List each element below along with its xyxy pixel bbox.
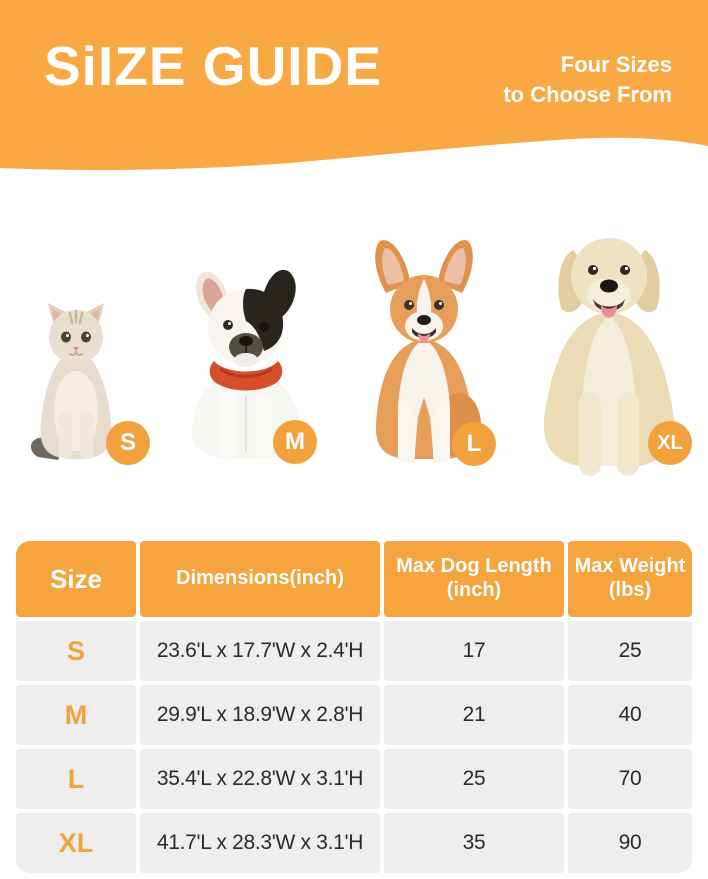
tagline-line-2: to Choose From (503, 82, 672, 108)
french-bulldog-illustration (192, 269, 300, 459)
size-table: Size Dimensions(inch) Max Dog Length (in… (16, 541, 692, 873)
row-l-max-weight: 70 (568, 749, 692, 809)
row-s-size: S (16, 621, 136, 681)
corgi-photo (356, 235, 492, 467)
header-cell-size: Size (16, 541, 136, 617)
row-l-max-dog-length: 25 (384, 749, 564, 809)
size-badge-m: M (273, 420, 317, 464)
header-cell-dimensions: Dimensions(inch) (140, 541, 380, 617)
row-s-max-weight: 25 (568, 621, 692, 681)
row-xl-max-weight: 90 (568, 813, 692, 873)
size-badge-l: L (452, 422, 496, 466)
row-l-dimensions: 35.4'L x 22.8'W x 3.1'H (140, 749, 380, 809)
french-bulldog-photo (176, 265, 316, 465)
banner-tagline: Four Sizes to Choose From (503, 50, 672, 111)
header-max-weight-line2: (lbs) (608, 579, 652, 601)
row-m-max-weight: 40 (568, 685, 692, 745)
row-xl-size: XL (16, 813, 136, 873)
header-cell-max-weight: Max Weight (lbs) (568, 541, 692, 617)
row-m-max-dog-length: 21 (384, 685, 564, 745)
row-xl-dimensions: 41.7'L x 28.3'W x 3.1'H (140, 813, 380, 873)
row-m-dimensions: 29.9'L x 18.9'W x 2.8'H (140, 685, 380, 745)
header-dimensions-label: Dimensions(inch) (176, 567, 344, 590)
corgi-illustration (375, 240, 481, 463)
row-s-dimensions: 23.6'L x 17.7'W x 2.4'H (140, 621, 380, 681)
row-xl-max-dog-length: 35 (384, 813, 564, 873)
header-max-dog-length-line1: Max Dog Length (396, 555, 552, 578)
row-s-max-dog-length: 17 (384, 621, 564, 681)
golden-retriever-photo (527, 220, 691, 480)
golden-retriever-illustration (543, 238, 675, 476)
row-l-size: L (16, 749, 136, 809)
banner-wave-background (0, 0, 708, 171)
header-cell-max-dog-length: Max Dog Length (inch) (384, 541, 564, 617)
pets-size-row: S M (0, 176, 708, 536)
header-size-label: Size (49, 563, 103, 594)
cat-photo (28, 297, 124, 465)
cat-illustration (30, 303, 112, 460)
header-max-weight-line1: Max Weight (574, 555, 686, 578)
row-m-size: M (16, 685, 136, 745)
page-title: SiIZE GUIDE (44, 35, 382, 97)
tagline-line-1: Four Sizes (560, 52, 672, 77)
size-badge-s: S (106, 421, 150, 465)
header-max-dog-length-line2: (inch) (446, 579, 502, 601)
banner: SiIZE GUIDE Four Sizes to Choose From (0, 0, 708, 176)
size-badge-xl: XL (648, 421, 692, 465)
